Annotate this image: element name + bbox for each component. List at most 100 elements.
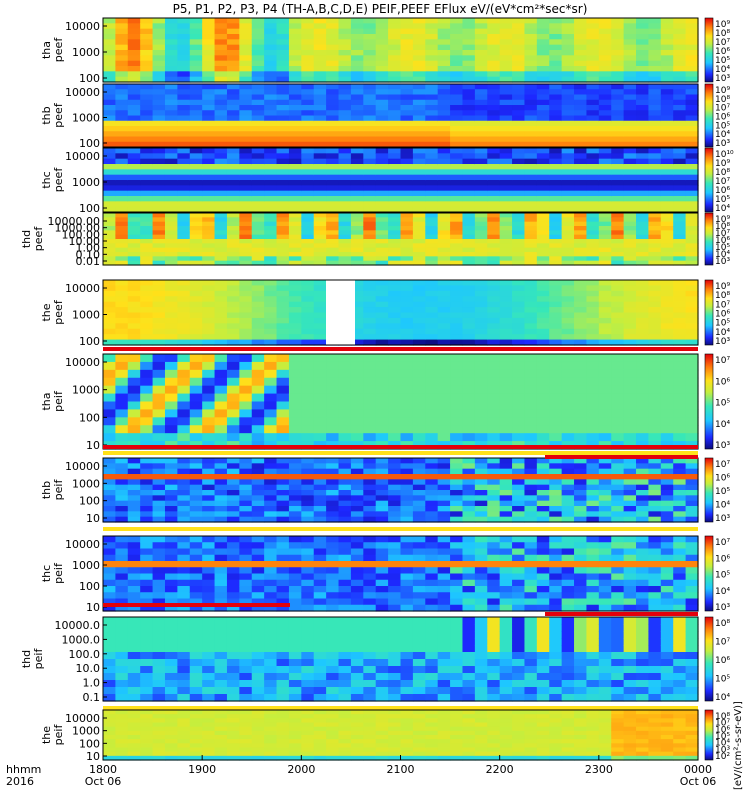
heat-cell [103,34,116,40]
heat-cell [437,425,451,434]
heat-cell [685,409,699,418]
heat-cell [164,687,178,695]
heat-cell [524,226,538,231]
heat-cell [214,206,228,213]
heat-cell [251,50,265,56]
heat-cell [301,516,315,523]
heat-cell [474,474,488,480]
heat-cell [276,196,290,202]
heat-cell [375,169,389,176]
heat-cell [226,328,240,335]
heat-cell [574,548,588,556]
heat-cell [164,39,178,46]
heat-cell [313,99,327,106]
heat-cell [375,213,389,218]
heat-cell [338,361,352,371]
heat-cell [512,417,526,426]
heat-cell [685,50,699,56]
heat-cell [586,604,600,612]
heat-cell [474,328,488,335]
heat-cell [313,234,327,240]
heat-cell [301,479,315,486]
heat-cell [450,239,464,244]
heat-cell [648,361,662,371]
heat-cell [239,631,253,639]
heat-cell [313,174,327,181]
heat-cell [549,34,563,40]
heat-cell [103,479,116,486]
heat-cell [363,39,377,46]
heat-cell [462,55,476,62]
heat-cell [177,638,191,646]
heat-cell [648,131,662,138]
heat-cell [251,468,265,475]
heat-cell [301,354,315,363]
heat-cell [350,554,364,562]
heat-cell [636,548,650,556]
heat-cell [598,230,612,236]
colorbar-tick-label: 10³ [715,337,730,347]
heat-cell [437,126,451,132]
heat-cell [648,312,662,319]
heat-cell [127,694,141,702]
heat-cell [115,247,129,253]
heat-cell [214,280,228,287]
heat-cell [425,34,439,40]
heat-cell [586,234,600,240]
heat-cell [412,44,426,51]
heat-cell [164,490,178,496]
heat-cell [301,586,315,593]
heat-cell [623,511,637,518]
heat-cell [140,260,154,266]
heat-cell [512,260,526,266]
heat-cell [524,153,538,160]
heat-cell [152,252,166,257]
heat-cell [115,44,129,51]
heat-cell [127,190,141,197]
heat-cell [103,542,116,550]
heat-cell [437,377,451,387]
heat-cell [561,256,575,262]
heat-cell [474,280,488,287]
heat-cell [574,490,588,496]
heat-cell [673,247,687,253]
heat-cell [400,334,414,341]
heat-cell [177,490,191,496]
heat-cell [623,285,637,292]
heat-cell [648,158,662,165]
heat-cell [611,296,625,303]
heat-cell [536,256,550,262]
heat-cell [673,76,687,83]
heat-cell [549,60,563,67]
heat-cell [685,196,699,202]
heat-cell [425,484,439,491]
heat-cell [239,638,253,646]
heat-cell [611,76,625,83]
heat-cell [251,230,265,236]
heat-cell [648,516,662,523]
heat-cell [338,217,352,223]
heat-cell [499,401,513,411]
heat-cell [103,317,116,324]
heat-cell [363,136,377,143]
heat-cell [375,285,389,292]
heat-cell [598,536,612,543]
heat-cell [313,484,327,491]
heat-cell [400,296,414,303]
heat-cell [214,66,228,72]
heat-cell [288,23,302,30]
heat-cell [536,468,550,475]
heat-cell [338,89,352,96]
heat-cell [412,120,426,127]
heat-cell [685,312,699,319]
heat-cell [140,126,154,132]
heat-cell [276,89,290,96]
heat-cell [214,105,228,111]
heat-cell [524,84,538,90]
heat-cell [177,425,191,434]
heat-cell [512,280,526,287]
heat-cell [462,196,476,202]
heat-cell [313,624,327,632]
heat-cell [623,385,637,395]
